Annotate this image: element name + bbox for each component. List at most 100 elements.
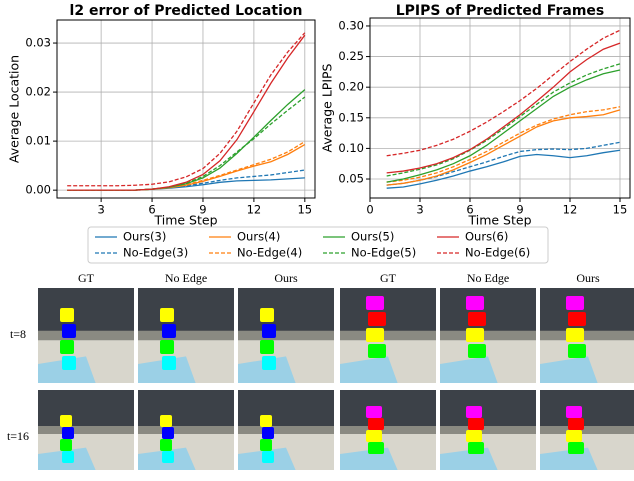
- image-block: [260, 415, 272, 427]
- image-wall: [540, 288, 634, 331]
- image-block: [260, 439, 272, 451]
- plot-frame: [369, 17, 631, 199]
- image-wall: [38, 390, 134, 426]
- image-block: [162, 356, 176, 370]
- legend-label: Ours(6): [465, 230, 508, 244]
- image-block: [568, 344, 586, 358]
- image-block: [262, 451, 274, 463]
- x-tick-label: 9: [199, 203, 206, 217]
- legend-label: No-Edge(6): [465, 246, 530, 260]
- series-line: [386, 29, 621, 157]
- image-thumbnail: [440, 288, 536, 383]
- x-axis-label: Time Step: [467, 213, 531, 228]
- column-label: Ours: [274, 271, 298, 285]
- image-thumbnail: [238, 390, 334, 470]
- legend-label: Ours(4): [237, 230, 280, 244]
- image-block: [60, 340, 74, 354]
- row-label: t=8: [10, 327, 26, 341]
- image-block: [468, 312, 486, 326]
- image-block: [160, 415, 172, 427]
- y-tick-label: 0.25: [338, 49, 364, 63]
- chart-title: LPIPS of Predicted Frames: [396, 3, 605, 19]
- x-tick-label: 0: [366, 203, 373, 217]
- image-block: [62, 427, 74, 439]
- x-axis-label: Time Step: [153, 213, 217, 228]
- image-wall: [138, 288, 234, 331]
- image-block: [60, 415, 72, 427]
- image-block: [566, 430, 582, 442]
- image-block: [60, 439, 72, 451]
- image-thumbnail: [138, 390, 234, 470]
- image-block: [160, 439, 172, 451]
- image-block: [468, 344, 486, 358]
- x-tick-label: 15: [613, 203, 628, 217]
- image-block: [466, 296, 484, 310]
- series-line: [67, 96, 306, 191]
- chart-title: l2 error of Predicted Location: [70, 3, 303, 19]
- image-water: [440, 356, 498, 383]
- image-wall: [138, 390, 234, 426]
- image-wall: [238, 390, 334, 426]
- series-line: [67, 34, 306, 191]
- y-axis-label: Average Location: [7, 55, 22, 163]
- legend-label: No-Edge(3): [123, 246, 188, 260]
- image-thumbnail: [440, 390, 536, 470]
- image-thumbnail: [340, 288, 436, 383]
- legend-label: Ours(3): [123, 230, 166, 244]
- image-block: [466, 406, 482, 418]
- image-block: [368, 344, 386, 358]
- image-thumbnail: [340, 390, 436, 470]
- image-block: [62, 451, 74, 463]
- image-block: [468, 418, 484, 430]
- x-tick-label: 3: [416, 203, 423, 217]
- y-tick-label: 0.02: [25, 85, 51, 99]
- column-label: Ours: [576, 271, 600, 285]
- x-tick-label: 9: [516, 203, 523, 217]
- y-tick-label: 0.30: [338, 18, 364, 32]
- y-tick-label: 0.05: [338, 172, 364, 186]
- y-tick-label: 0.00: [25, 183, 51, 197]
- image-block: [368, 442, 384, 454]
- column-label: GT: [78, 271, 95, 285]
- image-block: [368, 418, 384, 430]
- y-tick-label: 0.15: [338, 110, 364, 124]
- y-tick-label: 0.03: [25, 36, 51, 50]
- image-block: [566, 296, 584, 310]
- image-block: [566, 328, 584, 342]
- image-block: [262, 356, 276, 370]
- x-tick-label: 12: [247, 203, 262, 217]
- legend-box: [87, 226, 549, 264]
- image-wall: [238, 288, 334, 331]
- image-block: [62, 324, 76, 338]
- image-wall: [340, 288, 436, 331]
- plot-frame: [56, 19, 316, 199]
- image-block: [162, 427, 174, 439]
- image-block: [60, 308, 74, 322]
- image-block: [262, 427, 274, 439]
- column-label: No Edge: [467, 271, 509, 285]
- y-tick-label: 0.20: [338, 80, 364, 94]
- legend-label: No-Edge(5): [351, 246, 416, 260]
- image-wall: [38, 288, 134, 331]
- series-line: [386, 63, 621, 177]
- image-block: [366, 296, 384, 310]
- y-tick-label: 0.01: [25, 134, 51, 148]
- image-wall: [340, 390, 436, 426]
- series-line: [386, 106, 621, 183]
- image-thumbnail: [38, 390, 134, 470]
- series-line: [386, 149, 621, 189]
- x-tick-label: 12: [563, 203, 578, 217]
- series-line: [67, 32, 306, 187]
- image-block: [162, 324, 176, 338]
- image-wall: [440, 288, 536, 331]
- image-water: [540, 356, 598, 383]
- image-thumbnail: [138, 288, 234, 383]
- y-tick-label: 0.10: [338, 141, 364, 155]
- image-block: [366, 328, 384, 342]
- series-line: [386, 42, 621, 174]
- image-thumbnail: [540, 288, 634, 383]
- series-line: [386, 109, 621, 186]
- column-label: No Edge: [165, 271, 207, 285]
- image-block: [162, 451, 174, 463]
- x-tick-label: 15: [297, 203, 312, 217]
